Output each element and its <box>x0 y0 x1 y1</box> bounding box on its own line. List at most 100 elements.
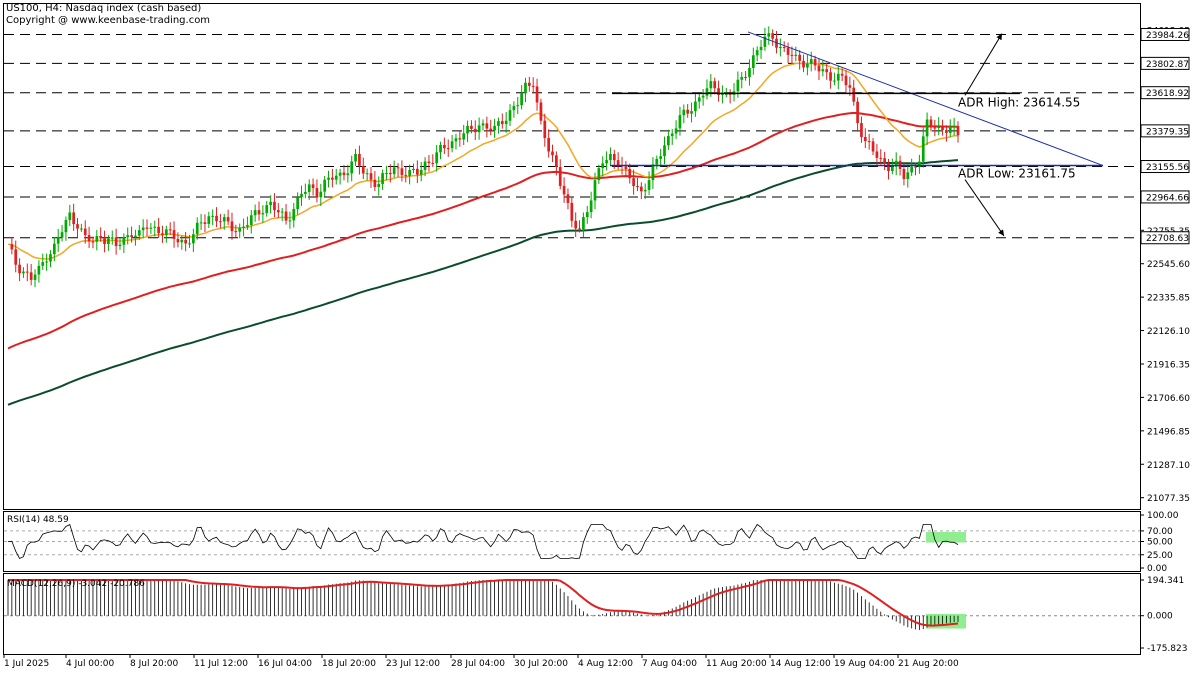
candle-body <box>759 46 763 51</box>
candle-body <box>269 201 272 206</box>
candle-body <box>45 261 48 263</box>
candle-body <box>354 154 357 162</box>
candle-body <box>860 123 863 137</box>
candle-body <box>10 244 14 250</box>
candle-body <box>817 65 821 72</box>
candle-body <box>99 235 103 239</box>
candle-body <box>887 163 890 172</box>
price-axis-label: 21916.35 <box>1147 360 1190 370</box>
candle-body <box>616 160 620 166</box>
candle-body <box>253 210 257 216</box>
candle-body <box>188 243 191 245</box>
candle-body <box>914 166 917 168</box>
candle-body <box>597 168 601 181</box>
candle-body <box>234 231 238 233</box>
time-axis-label: 4 Jul 00:00 <box>66 659 115 669</box>
candle-body <box>161 233 164 236</box>
breakdown-down-arrow <box>964 179 1005 237</box>
price-level-value: 22708.63 <box>1146 234 1189 244</box>
candle-body <box>945 130 948 133</box>
candle-body <box>721 94 724 96</box>
candle-body <box>365 173 369 175</box>
candle-body <box>377 183 381 188</box>
candle-body <box>933 127 937 129</box>
candle-body <box>937 125 941 129</box>
candle-body <box>412 168 415 171</box>
candle-body <box>794 54 798 56</box>
candle-body <box>582 217 585 230</box>
candle-body <box>350 161 354 174</box>
candle-body <box>311 184 315 189</box>
candle-body <box>709 81 713 89</box>
candle-body <box>18 264 21 274</box>
candle-body <box>655 158 659 165</box>
candle-body <box>748 67 751 78</box>
price-level-value: 23984.26 <box>1146 31 1189 41</box>
candle-body <box>775 38 778 48</box>
candle-body <box>265 205 269 214</box>
candle-body <box>717 88 720 95</box>
price-level-value: 23618.92 <box>1146 89 1189 99</box>
candle-body <box>566 194 570 203</box>
candle-body <box>578 228 581 230</box>
candle-body <box>249 215 253 226</box>
time-axis-label: 21 Aug 20:00 <box>898 659 959 669</box>
candle-body <box>33 274 37 280</box>
rsi-axis-label: 0.00 <box>1147 564 1167 574</box>
candle-body <box>168 229 172 231</box>
candle-body <box>751 55 755 68</box>
candle-body <box>130 235 133 237</box>
candle-body <box>609 154 612 161</box>
candle-body <box>863 136 867 142</box>
candle-body <box>682 109 686 116</box>
candle-body <box>543 120 547 139</box>
macd-axis-label: 0.000 <box>1147 612 1173 622</box>
time-axis-label: 23 Jul 12:00 <box>386 659 440 669</box>
candle-body <box>663 145 666 157</box>
candle-body <box>215 215 218 222</box>
candle-body <box>755 50 759 56</box>
candle-body <box>636 186 639 188</box>
candle-body <box>141 227 145 231</box>
candle-body <box>674 128 678 134</box>
candle-body <box>450 141 454 149</box>
candle-body <box>551 151 554 156</box>
candle-body <box>531 85 535 87</box>
candle-body <box>304 191 307 194</box>
candle-body <box>527 82 531 86</box>
price-axis-label: 22126.10 <box>1147 327 1190 337</box>
candle-body <box>276 210 280 213</box>
candle-body <box>83 228 87 236</box>
candle-body <box>257 210 261 215</box>
candle-body <box>829 72 832 81</box>
candle-body <box>72 212 76 225</box>
candle-body <box>385 172 388 174</box>
candle-body <box>431 162 435 164</box>
candle-body <box>570 202 574 221</box>
candle-body <box>740 76 744 80</box>
ema-mid-line <box>7 111 959 350</box>
candle-body <box>408 170 411 176</box>
candle-body <box>624 166 628 170</box>
copyright-text: Copyright @ www.keenbase-trading.com <box>6 15 211 26</box>
candle-body <box>184 239 187 244</box>
time-axis-label: 16 Jul 04:00 <box>258 659 312 669</box>
candle-body <box>242 226 245 228</box>
candle-body <box>628 169 632 179</box>
candle-body <box>110 237 114 239</box>
candle-body <box>890 166 894 172</box>
candle-body <box>323 179 327 192</box>
candle-body <box>238 227 242 232</box>
candle-body <box>601 163 605 169</box>
candle-body <box>736 79 740 92</box>
time-axis-label: 11 Aug 20:00 <box>706 659 767 669</box>
time-axis-label: 14 Aug 12:00 <box>770 659 831 669</box>
candle-body <box>435 152 439 164</box>
candle-body <box>458 138 462 140</box>
candle-body <box>373 179 377 188</box>
rsi-label: RSI(14) 48.59 <box>7 515 69 525</box>
candle-body <box>419 169 423 175</box>
candle-body <box>493 125 496 131</box>
candle-body <box>334 175 338 180</box>
candle-body <box>782 47 786 49</box>
